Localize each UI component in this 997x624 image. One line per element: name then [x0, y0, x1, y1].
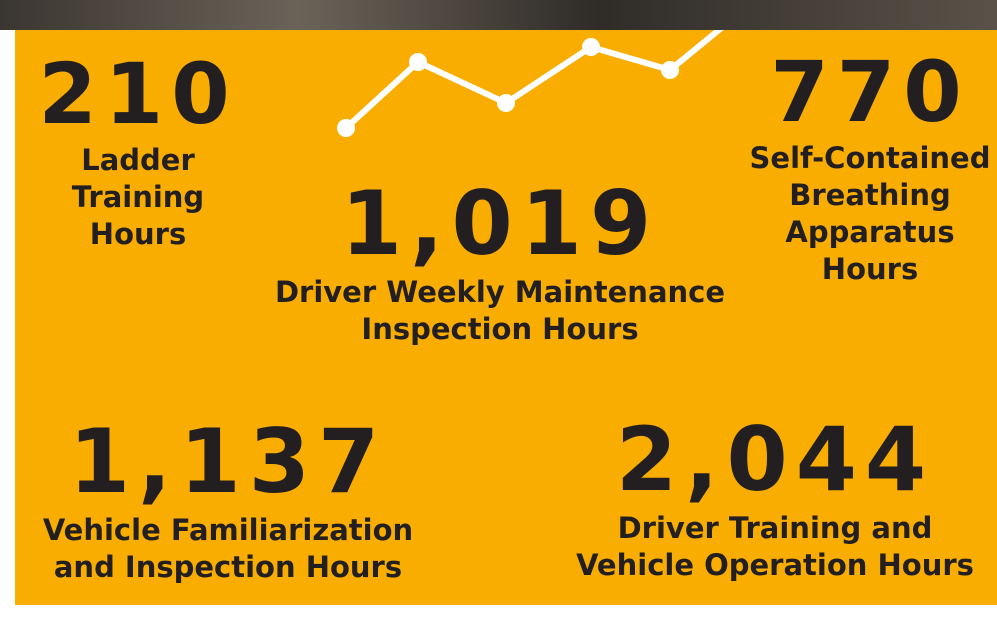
label-line: Driver Weekly Maintenance [275, 274, 725, 311]
stat-number: 210 [38, 52, 237, 136]
label-line: Training [38, 179, 237, 216]
stat-number: 1,019 [275, 180, 725, 268]
label-line: Hours [750, 251, 991, 288]
label-line: Apparatus [750, 214, 991, 251]
infographic: 210LadderTrainingHours770Self-ContainedB… [0, 0, 997, 624]
label-line: Vehicle Familiarization [43, 512, 413, 549]
label-line: Inspection Hours [275, 311, 725, 348]
stat-number: 770 [750, 50, 991, 134]
label-line: Ladder [38, 142, 237, 179]
stat-number: 1,137 [43, 418, 413, 506]
label-line: and Inspection Hours [43, 549, 413, 586]
label-line: Breathing [750, 177, 991, 214]
label-line: Vehicle Operation Hours [576, 547, 974, 584]
label-line: Driver Training and [576, 510, 974, 547]
stat-number: 2,044 [576, 416, 974, 504]
header-photo [0, 0, 997, 30]
label-line: Hours [38, 216, 237, 253]
label-line: Self-Contained [750, 140, 991, 177]
